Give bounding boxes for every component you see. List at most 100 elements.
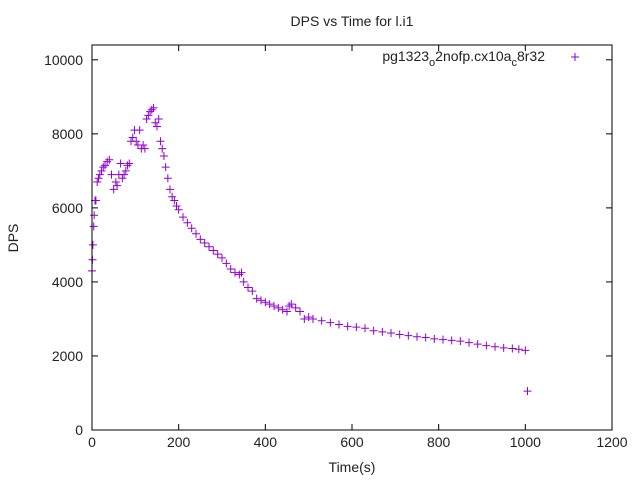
data-point (456, 337, 465, 346)
data-point (166, 185, 174, 194)
data-point (118, 174, 127, 183)
legend-label-part: pg1323 (382, 48, 429, 64)
x-tick-label: 0 (88, 434, 96, 450)
data-point (252, 294, 261, 303)
data-point (218, 253, 226, 262)
data-point (161, 163, 170, 172)
data-point (146, 107, 155, 116)
data-point (499, 343, 508, 352)
data-point (335, 320, 343, 329)
data-point (265, 300, 274, 309)
data-point (151, 118, 160, 127)
x-tick-label: 600 (340, 434, 364, 450)
y-axis-ticks: 0 2000 4000 6000 8000 10000 (44, 52, 612, 438)
data-point (317, 316, 326, 325)
x-tick-label: 400 (254, 434, 278, 450)
legend-label-subscript: c (511, 57, 517, 69)
data-point (88, 240, 97, 249)
legend-label-subscript: o (429, 57, 435, 69)
data-point (120, 170, 129, 179)
data-point (270, 301, 278, 310)
y-tick-label: 6000 (52, 200, 83, 216)
data-point (237, 268, 246, 277)
y-tick-label: 10000 (44, 52, 83, 68)
data-point (465, 338, 473, 347)
data-point (95, 170, 104, 179)
data-point (93, 177, 102, 186)
x-axis-label: Time(s) (329, 459, 376, 475)
data-point (174, 205, 183, 214)
data-point (192, 229, 200, 238)
data-point (291, 303, 300, 312)
data-point (163, 174, 172, 183)
data-point (361, 324, 369, 333)
data-point (413, 332, 421, 341)
data-point (226, 264, 235, 273)
data-point (304, 313, 313, 322)
data-point (287, 300, 296, 309)
data-point (447, 336, 456, 345)
data-point (430, 334, 439, 343)
data-point (239, 277, 248, 286)
x-tick-label: 800 (427, 434, 451, 450)
legend-label: pg1323o2nofp.cx10ac8r32 (382, 48, 545, 69)
data-point (261, 298, 270, 307)
data-point (187, 224, 196, 233)
data-point (473, 340, 482, 349)
data-point (521, 346, 530, 355)
data-point (172, 202, 181, 211)
data-point (439, 335, 447, 344)
data-point (179, 213, 187, 222)
data-point (94, 174, 103, 183)
data-point (244, 283, 252, 292)
data-point (205, 242, 213, 251)
data-point (352, 323, 361, 332)
legend-label-part: 2nofp.cx10a (435, 48, 511, 64)
data-point (278, 305, 287, 314)
data-point (168, 192, 177, 201)
data-point (300, 314, 309, 323)
data-point (491, 342, 499, 351)
data-point (378, 327, 387, 336)
data-point (196, 235, 205, 244)
legend-marker-icon (571, 53, 579, 61)
data-point (326, 318, 335, 327)
data-point (135, 126, 144, 135)
data-point (159, 152, 168, 161)
data-point (514, 345, 523, 354)
y-axis-label: DPS (5, 224, 21, 253)
data-point (183, 218, 192, 227)
data-point (103, 157, 112, 166)
legend-label-part: 8r32 (517, 48, 545, 64)
data-point (404, 331, 413, 340)
data-point (139, 140, 148, 149)
data-point (395, 330, 404, 339)
data-point (99, 163, 108, 172)
data-point (121, 166, 130, 175)
data-point (309, 314, 317, 323)
data-point (369, 326, 378, 335)
data-point (91, 196, 100, 205)
data-point (274, 303, 283, 312)
y-tick-label: 2000 (52, 348, 83, 364)
legend: pg1323o2nofp.cx10ac8r32 (382, 48, 579, 69)
plot-border (91, 44, 613, 431)
data-point (142, 115, 151, 124)
data-point (97, 166, 106, 175)
data-point (248, 287, 257, 296)
data-point (387, 329, 395, 338)
data-point (257, 296, 265, 305)
data-point (128, 133, 137, 142)
data-point (113, 181, 122, 190)
data-point (158, 144, 167, 153)
data-points (88, 103, 532, 396)
x-axis-ticks: 0 200 400 600 800 1000 1200 (88, 45, 628, 450)
data-point (296, 307, 304, 316)
data-point (523, 387, 532, 396)
x-tick-label: 1200 (596, 434, 627, 450)
data-point (154, 115, 163, 124)
data-point (235, 270, 244, 279)
data-point (156, 137, 165, 146)
y-tick-label: 0 (75, 422, 83, 438)
